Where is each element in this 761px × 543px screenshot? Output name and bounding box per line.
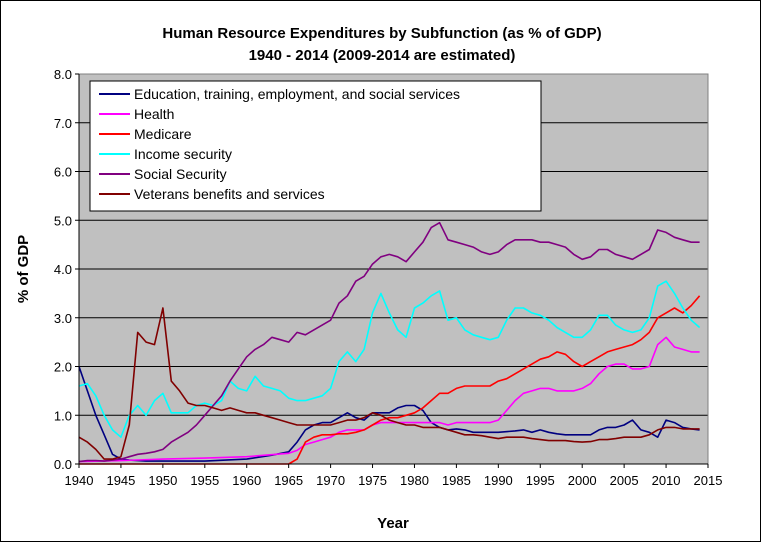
y-tick-label-3.0: 3.0 — [54, 311, 72, 326]
y-tick-labels: 0.0 1.0 2.0 3.0 4.0 5.0 6.0 7.0 8.0 — [54, 67, 72, 472]
x-tick-label-1985: 1985 — [442, 473, 471, 488]
series-line-4 — [78, 221, 700, 463]
y-axis-title: % of GDP — [15, 235, 32, 303]
legend-label-5: Veterans benefits and services — [134, 186, 325, 202]
x-tick-label-1945: 1945 — [106, 473, 135, 488]
axes — [75, 73, 709, 468]
legend-box — [89, 80, 542, 212]
x-tick-label-2010: 2010 — [652, 473, 681, 488]
legend: Education, training, employment, and soc… — [89, 80, 542, 212]
y-tick-label-1.0: 1.0 — [54, 408, 72, 423]
y-tick-label-2.0: 2.0 — [54, 360, 72, 375]
x-tick-label-1950: 1950 — [148, 473, 177, 488]
y-tick-label-0.0: 0.0 — [54, 457, 72, 472]
series-line-0 — [78, 366, 700, 462]
y-tick-label-4.0: 4.0 — [54, 262, 72, 277]
x-tick-label-1980: 1980 — [400, 473, 429, 488]
legend-label-4: Social Security — [134, 166, 227, 182]
y-tick-label-6.0: 6.0 — [54, 165, 72, 180]
series-line-1 — [78, 336, 700, 463]
x-tick-label-1990: 1990 — [484, 473, 513, 488]
y-tick-label-7.0: 7.0 — [54, 116, 72, 131]
x-tick-label-1955: 1955 — [190, 473, 219, 488]
x-tick-label-1940: 1940 — [65, 473, 94, 488]
y-tick-label-5.0: 5.0 — [54, 213, 72, 228]
x-tick-labels: 1940 1945 1950 1955 1960 1965 1970 1975 1980 1985… — [65, 473, 723, 488]
x-axis-title: Year — [377, 515, 409, 532]
x-tick-label-2015: 2015 — [694, 473, 723, 488]
chart-title: Human Resource Expenditures by Subfuncti… — [162, 25, 601, 42]
series-line-2 — [79, 295, 701, 465]
x-tick-label-2000: 2000 — [568, 473, 597, 488]
x-tick-label-1960: 1960 — [232, 473, 261, 488]
series-lines — [78, 221, 701, 465]
series-line-3 — [78, 280, 701, 438]
chart-subtitle: 1940 - 2014 (2009-2014 are estimated) — [249, 47, 516, 64]
legend-label-3: Income security — [134, 146, 232, 162]
legend-label-2: Medicare — [134, 126, 192, 142]
y-tick-label-8.0: 8.0 — [54, 67, 72, 82]
x-tick-label-1965: 1965 — [274, 473, 303, 488]
legend-label-1: Health — [134, 106, 174, 122]
x-tick-label-1970: 1970 — [316, 473, 345, 488]
x-tick-label-1995: 1995 — [526, 473, 555, 488]
x-tick-label-2005: 2005 — [610, 473, 639, 488]
legend-label-0: Education, training, employment, and soc… — [134, 86, 460, 102]
x-tick-label-1975: 1975 — [358, 473, 387, 488]
series-line-5 — [78, 307, 700, 460]
